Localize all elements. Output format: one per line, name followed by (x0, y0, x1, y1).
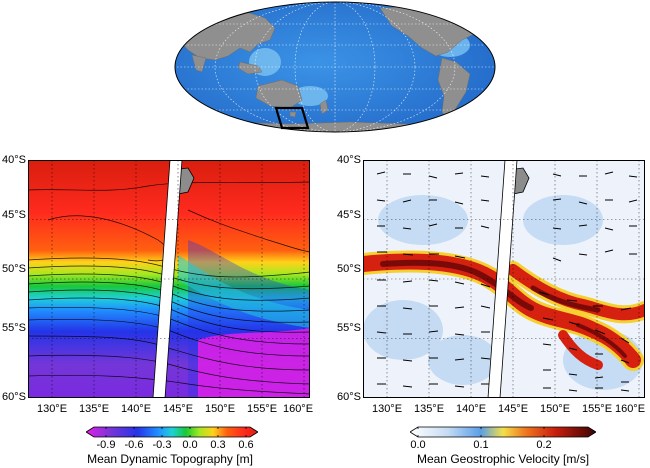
left-x-tick: 135°E (78, 403, 110, 415)
right-y-tick: 45°S (337, 209, 361, 221)
left-y-tick: 45°S (2, 209, 26, 221)
velocity-colorbar (410, 426, 596, 438)
velocity-frame (363, 160, 645, 398)
left-y-tick: 55°S (2, 322, 26, 334)
right-x-tick: 140°E (455, 403, 487, 415)
mdt-colorbar (86, 426, 258, 438)
left-x-tick: 155°E (246, 403, 278, 415)
right-x-tick: 155°E (581, 403, 613, 415)
globe-outline (174, 1, 496, 133)
velocity-grid (363, 160, 645, 398)
right-y-tick: 60°S (337, 391, 361, 403)
left-x-tick: 160°E (282, 403, 314, 415)
velocity-cbar-tick: 0.2 (536, 439, 552, 451)
mdt-map-panel (28, 160, 310, 398)
mdt-cbar-tick: -0.3 (152, 439, 172, 451)
right-y-tick: 55°S (337, 322, 361, 334)
left-x-tick: 140°E (120, 403, 152, 415)
right-y-tick: 40°S (337, 154, 361, 166)
mdt-cbar-tick: 0.0 (182, 439, 198, 451)
mdt-cbar-tick: -0.6 (124, 439, 144, 451)
right-y-tick: 50°S (337, 263, 361, 275)
right-x-tick: 135°E (413, 403, 445, 415)
study-region-box (274, 106, 310, 130)
left-x-tick: 145°E (162, 403, 194, 415)
left-y-tick: 40°S (2, 154, 26, 166)
left-x-tick: 150°E (204, 403, 236, 415)
left-x-tick: 130°E (36, 403, 68, 415)
mdt-cbar-tick: 0.3 (210, 439, 226, 451)
world-globe-map (174, 1, 496, 133)
mdt-grid (28, 160, 310, 398)
velocity-cbar-tick: 0.0 (410, 439, 426, 451)
right-x-tick: 145°E (497, 403, 529, 415)
right-x-tick: 130°E (371, 403, 403, 415)
velocity-map-panel (363, 160, 645, 398)
velocity-arrows (376, 171, 638, 392)
velocity-jet (363, 250, 645, 371)
mdt-colorbar-title: Mean Dynamic Topography [m] (87, 452, 253, 466)
globe-graticule (175, 2, 495, 132)
right-x-tick: 150°E (539, 403, 571, 415)
mdt-cbar-tick: -0.9 (96, 439, 116, 451)
mdt-cbar-tick: 0.6 (238, 439, 254, 451)
left-y-tick: 50°S (2, 263, 26, 275)
velocity-colorbar-title: Mean Geostrophic Velocity [m/s] (416, 452, 590, 466)
left-y-tick: 60°S (2, 391, 26, 403)
right-x-tick: 160°E (614, 403, 646, 415)
velocity-cbar-tick: 0.1 (473, 439, 489, 451)
mdt-frame (28, 160, 310, 398)
